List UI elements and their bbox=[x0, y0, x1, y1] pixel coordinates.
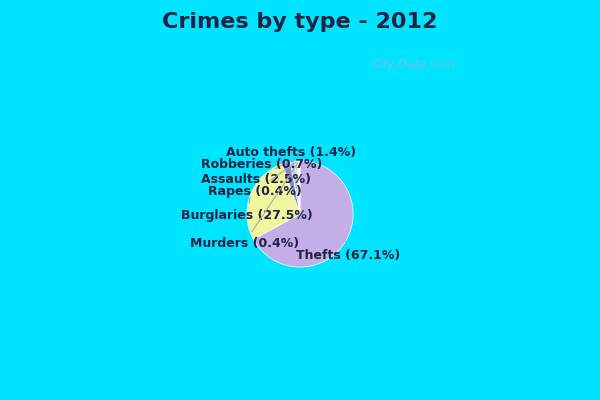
Text: Rapes (0.4%): Rapes (0.4%) bbox=[208, 162, 302, 198]
Wedge shape bbox=[295, 161, 300, 214]
Wedge shape bbox=[299, 161, 300, 214]
Wedge shape bbox=[298, 161, 300, 214]
Wedge shape bbox=[253, 161, 353, 267]
Text: Burglaries (27.5%): Burglaries (27.5%) bbox=[181, 198, 313, 222]
Text: Auto thefts (1.4%): Auto thefts (1.4%) bbox=[226, 146, 356, 160]
Text: Robberies (0.7%): Robberies (0.7%) bbox=[201, 158, 322, 171]
Text: Assaults (2.5%): Assaults (2.5%) bbox=[201, 164, 311, 186]
Wedge shape bbox=[283, 162, 300, 214]
Text: Murders (0.4%): Murders (0.4%) bbox=[190, 163, 299, 250]
Text: City-Data.com: City-Data.com bbox=[372, 58, 456, 71]
Wedge shape bbox=[247, 164, 300, 239]
Text: Thefts (67.1%): Thefts (67.1%) bbox=[296, 241, 400, 262]
Text: Crimes by type - 2012: Crimes by type - 2012 bbox=[163, 12, 437, 32]
Wedge shape bbox=[290, 161, 300, 214]
